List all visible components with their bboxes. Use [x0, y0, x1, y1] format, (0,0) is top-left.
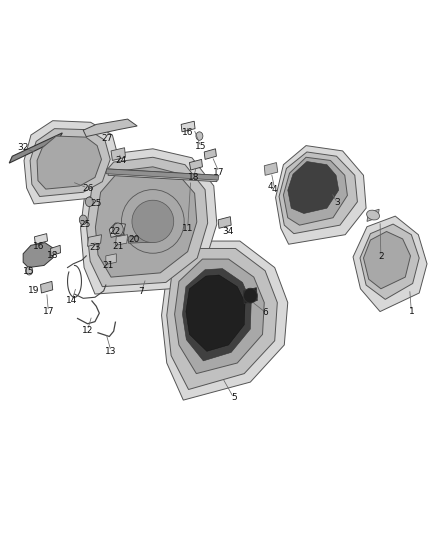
Text: 11: 11 [182, 224, 194, 233]
Polygon shape [353, 216, 427, 312]
Polygon shape [283, 157, 347, 225]
Polygon shape [23, 243, 53, 268]
Text: 20: 20 [128, 236, 140, 245]
Text: 16: 16 [33, 242, 44, 251]
Text: 27: 27 [101, 134, 113, 143]
Text: 5: 5 [231, 393, 237, 402]
Polygon shape [128, 236, 155, 243]
Polygon shape [110, 223, 125, 237]
Text: 3: 3 [335, 198, 340, 207]
Text: 26: 26 [82, 183, 93, 192]
Polygon shape [279, 152, 357, 233]
Text: 22: 22 [110, 227, 121, 236]
Ellipse shape [121, 190, 184, 253]
Polygon shape [30, 128, 110, 197]
Text: 6: 6 [262, 308, 268, 317]
Polygon shape [116, 235, 127, 245]
Text: 34: 34 [222, 227, 233, 236]
Circle shape [113, 223, 123, 236]
Text: 13: 13 [105, 347, 117, 356]
Text: 14: 14 [66, 296, 78, 305]
Polygon shape [87, 157, 208, 287]
Text: 25: 25 [79, 220, 91, 229]
Polygon shape [106, 169, 219, 180]
Circle shape [79, 215, 87, 224]
Polygon shape [35, 233, 47, 244]
Text: 32: 32 [18, 143, 29, 152]
Polygon shape [367, 209, 379, 221]
Polygon shape [108, 169, 218, 182]
Text: 7: 7 [139, 287, 145, 296]
Polygon shape [189, 159, 202, 170]
Polygon shape [167, 248, 277, 390]
Polygon shape [183, 269, 251, 361]
Text: 25: 25 [91, 199, 102, 208]
Polygon shape [186, 275, 245, 351]
Polygon shape [162, 241, 288, 400]
Polygon shape [204, 149, 216, 159]
Ellipse shape [367, 210, 380, 220]
Text: 17: 17 [213, 167, 225, 176]
Polygon shape [364, 231, 410, 289]
Polygon shape [37, 136, 102, 189]
Polygon shape [111, 148, 125, 160]
Text: 18: 18 [47, 252, 59, 261]
Polygon shape [218, 216, 231, 228]
Text: 21: 21 [112, 242, 124, 251]
Ellipse shape [244, 288, 257, 303]
Polygon shape [175, 259, 264, 374]
Text: 24: 24 [116, 156, 127, 165]
Polygon shape [83, 119, 137, 136]
Polygon shape [264, 163, 278, 175]
Circle shape [26, 266, 33, 275]
Polygon shape [9, 133, 62, 163]
Text: 21: 21 [102, 261, 114, 270]
Text: 18: 18 [188, 173, 199, 182]
Text: 4: 4 [268, 182, 273, 191]
Text: 15: 15 [23, 268, 34, 276]
Polygon shape [181, 121, 195, 132]
Circle shape [85, 197, 93, 207]
Polygon shape [106, 254, 116, 264]
Text: 19: 19 [28, 286, 40, 295]
Circle shape [196, 132, 203, 140]
Text: 12: 12 [82, 326, 93, 335]
Polygon shape [81, 149, 217, 294]
Polygon shape [88, 235, 102, 246]
Polygon shape [24, 120, 119, 204]
Polygon shape [95, 167, 197, 277]
Polygon shape [360, 224, 419, 300]
Polygon shape [50, 245, 60, 256]
Text: 15: 15 [195, 142, 206, 151]
Ellipse shape [132, 200, 174, 243]
Polygon shape [288, 161, 339, 214]
Text: 2: 2 [378, 253, 384, 262]
Polygon shape [41, 281, 53, 293]
Text: 4: 4 [272, 184, 278, 193]
Text: 1: 1 [409, 307, 414, 316]
Text: 16: 16 [182, 128, 194, 138]
Text: 17: 17 [42, 307, 54, 316]
Polygon shape [244, 288, 257, 304]
Polygon shape [276, 146, 366, 244]
Text: 23: 23 [89, 244, 101, 253]
